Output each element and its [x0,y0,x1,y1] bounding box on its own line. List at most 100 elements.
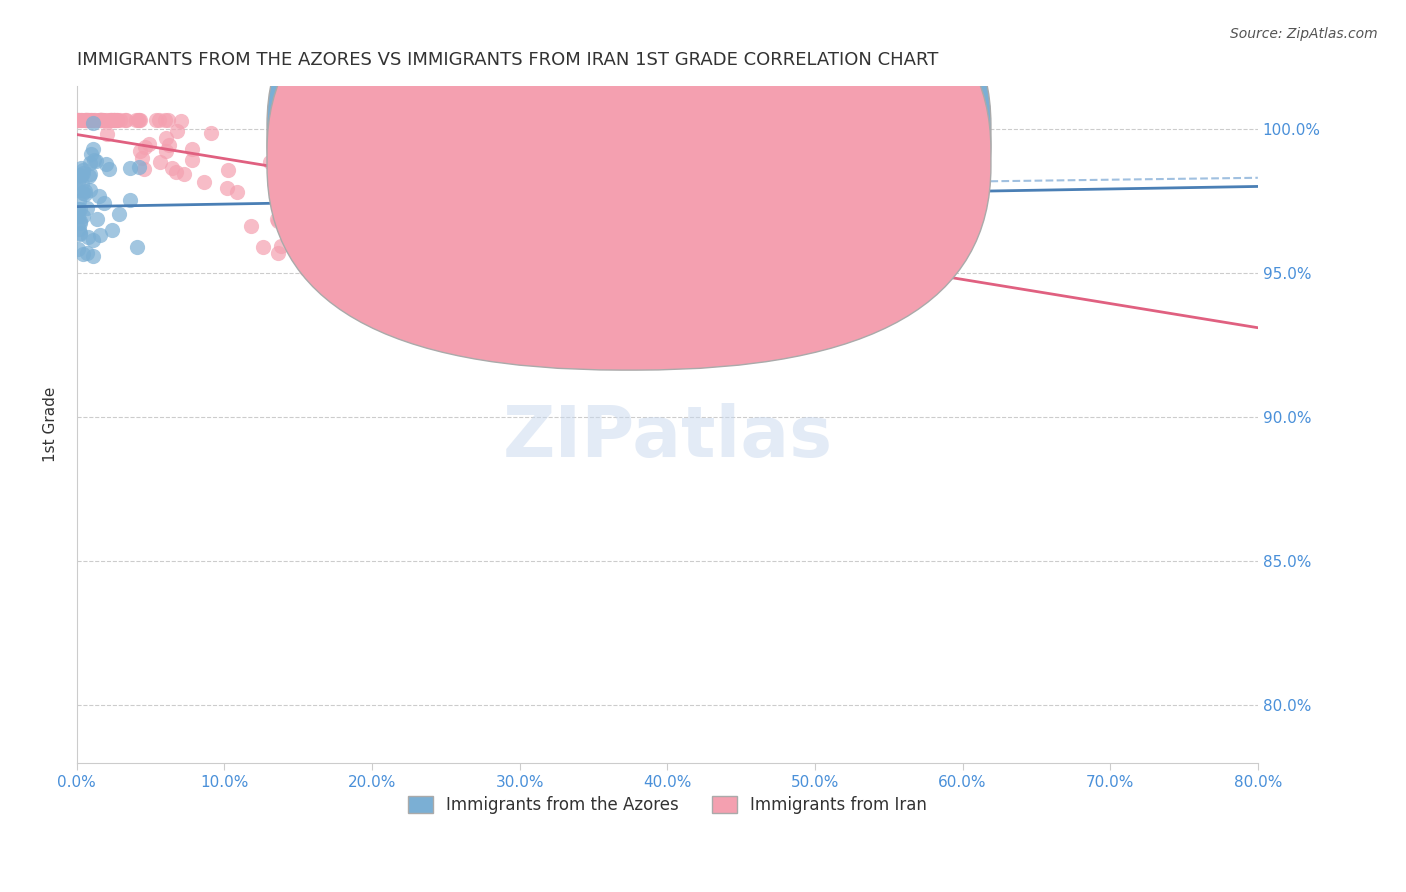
Y-axis label: 1st Grade: 1st Grade [44,386,58,462]
Immigrants from the Azores [69,227,91,241]
Immigrants from Iran [107,113,129,128]
Immigrants from Iran [90,113,112,128]
Immigrants from the Azores [83,153,105,167]
Immigrants from the Azores [82,116,104,130]
Immigrants from Iran [157,137,180,152]
Immigrants from the Azores [77,169,100,183]
Immigrants from the Azores [108,207,131,221]
Immigrants from the Azores [118,194,141,208]
Immigrants from Iran [311,216,333,230]
Immigrants from Iran [76,113,98,128]
Immigrants from Iran [217,163,239,178]
Immigrants from the Azores [89,228,111,243]
Immigrants from Iran [266,211,288,226]
Immigrants from the Azores [72,247,94,261]
Immigrants from Iran [69,113,91,128]
Immigrants from the Azores [69,202,91,216]
Immigrants from Iran [100,113,122,128]
Immigrants from Iran [127,113,149,128]
Immigrants from Iran [66,113,89,128]
Immigrants from Iran [225,186,247,200]
Immigrants from Iran [125,113,148,128]
Immigrants from Iran [100,113,122,128]
Immigrants from Iran [103,113,125,128]
Immigrants from the Azores [66,183,89,197]
Immigrants from Iran [79,113,101,128]
Immigrants from Iran [252,240,274,254]
Immigrants from Iran [114,113,136,128]
Immigrants from Iran [149,154,172,169]
Text: Source: ZipAtlas.com: Source: ZipAtlas.com [1230,27,1378,41]
Immigrants from Iran [193,175,215,189]
Immigrants from Iran [155,144,177,158]
Immigrants from Iran [89,113,111,128]
Immigrants from Iran [100,113,122,128]
Immigrants from the Azores [82,249,104,263]
Immigrants from the Azores [72,209,94,223]
Immigrants from Iran [269,207,291,221]
Immigrants from Iran [90,113,112,128]
Immigrants from the Azores [66,242,89,256]
Immigrants from the Azores [75,186,97,201]
Immigrants from the Azores [66,175,89,189]
Immigrants from the Azores [69,161,91,176]
Immigrants from Iran [155,131,177,145]
Immigrants from Iran [138,136,160,151]
Immigrants from Iran [181,153,204,167]
Immigrants from Iran [132,161,155,176]
Immigrants from the Azores [101,223,124,237]
Immigrants from Iran [84,113,107,128]
Immigrants from the Azores [80,146,103,161]
Immigrants from the Azores [72,166,94,180]
Immigrants from the Azores [76,201,98,215]
Immigrants from Iran [356,252,378,266]
Immigrants from the Azores [79,167,101,181]
Immigrants from Iran [75,113,97,128]
Immigrants from the Azores [97,161,120,176]
Immigrants from the Azores [70,169,93,183]
FancyBboxPatch shape [602,109,934,187]
Immigrants from Iran [170,114,193,128]
Immigrants from Iran [259,155,281,169]
Immigrants from the Azores [76,230,98,244]
Immigrants from Iran [80,113,103,128]
Immigrants from Iran [134,140,156,154]
Immigrants from Iran [89,113,111,128]
Immigrants from Iran [155,113,177,128]
Immigrants from Iran [96,127,118,141]
Immigrants from the Azores [67,222,90,236]
Immigrants from the Azores [73,184,96,198]
Immigrants from the Azores [93,195,115,210]
Immigrants from Iran [108,113,131,128]
Immigrants from Iran [77,113,100,128]
Immigrants from the Azores [94,157,117,171]
Immigrants from the Azores [86,212,108,227]
Text: IMMIGRANTS FROM THE AZORES VS IMMIGRANTS FROM IRAN 1ST GRADE CORRELATION CHART: IMMIGRANTS FROM THE AZORES VS IMMIGRANTS… [77,51,938,69]
Immigrants from the Azores [76,246,98,260]
Immigrants from Iran [83,113,105,128]
Immigrants from Iran [115,113,138,128]
Immigrants from the Azores [67,209,90,223]
Immigrants from Iran [145,113,167,128]
Immigrants from the Azores [72,186,94,200]
Immigrants from Iran [162,161,184,175]
Immigrants from Iran [277,227,299,241]
Immigrants from Iran [165,165,187,179]
Immigrants from the Azores [82,233,104,247]
Immigrants from the Azores [69,226,91,240]
Immigrants from Iran [131,151,153,165]
Immigrants from Iran [156,113,179,128]
Immigrants from Iran [91,113,114,128]
Immigrants from Iran [73,113,96,128]
Immigrants from the Azores [82,142,104,156]
Immigrants from Iran [94,113,117,128]
Legend: Immigrants from the Azores, Immigrants from Iran: Immigrants from the Azores, Immigrants f… [399,788,935,822]
Immigrants from Iran [87,113,110,128]
Immigrants from the Azores [125,240,148,254]
Immigrants from Iran [267,214,290,228]
Immigrants from Iran [82,113,104,128]
Immigrants from Iran [104,113,127,128]
FancyBboxPatch shape [267,0,991,345]
Immigrants from Iran [148,113,170,128]
Immigrants from Iran [90,113,112,128]
